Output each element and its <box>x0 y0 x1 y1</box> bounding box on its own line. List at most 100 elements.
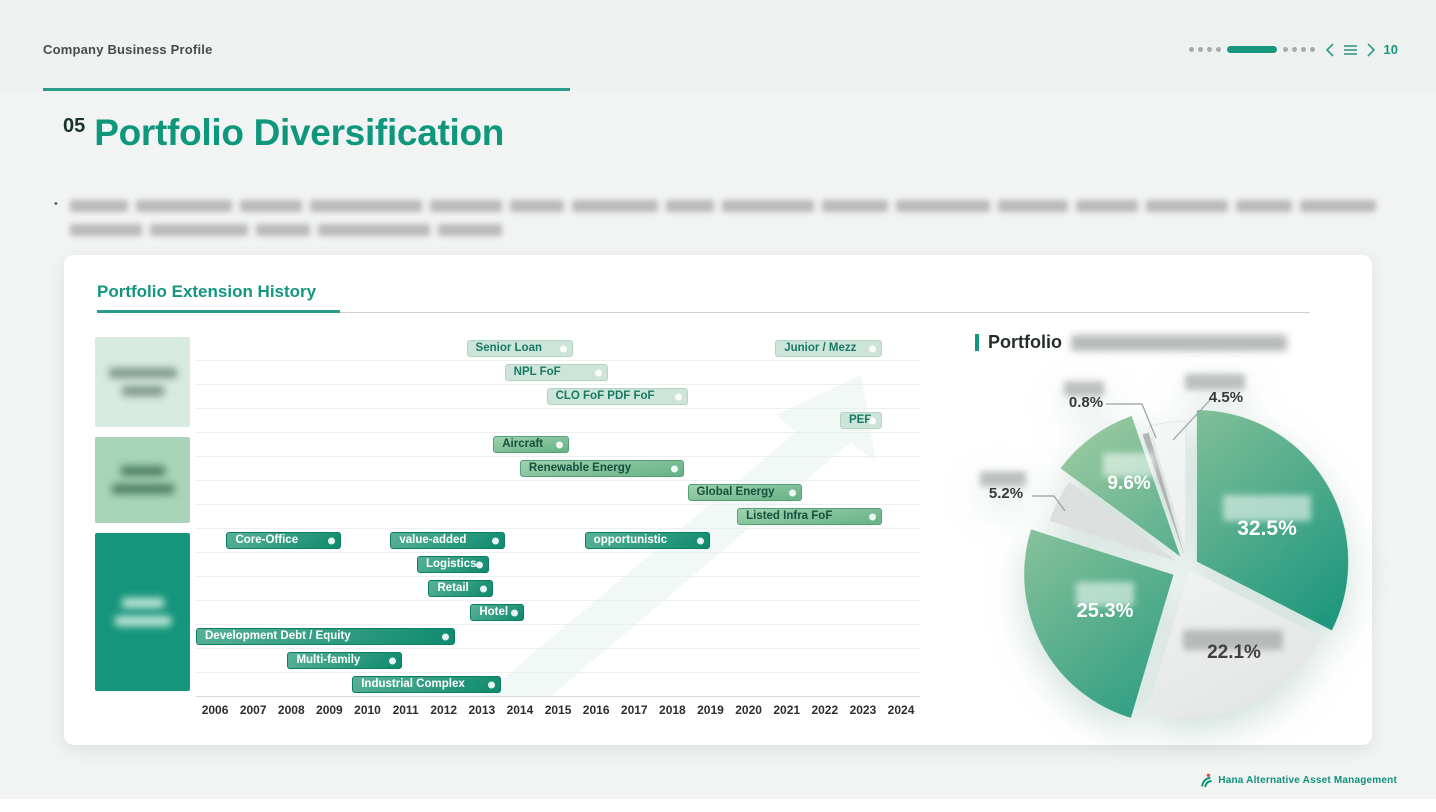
bar-end-dot <box>487 681 495 688</box>
bar-end-dot <box>697 537 705 544</box>
year-tick-label: 2023 <box>849 703 877 717</box>
timeline-bar: Aircraft <box>493 436 570 453</box>
timeline-row <box>196 361 920 385</box>
timeline-bar: Logistics <box>417 556 490 573</box>
pagination-dot <box>1197 47 1203 52</box>
timeline-row <box>196 457 920 481</box>
rule-gray <box>97 312 1310 313</box>
pagination-current-pill <box>1226 46 1277 53</box>
pagination-dot <box>1300 47 1306 52</box>
timeline-row <box>196 577 920 601</box>
pie-slice <box>1059 414 1182 559</box>
pie-label-leader-line <box>1172 398 1212 441</box>
timeline-bar: Core-Office <box>226 532 341 549</box>
year-tick-label: 2017 <box>620 703 648 717</box>
timeline-year-axis: 2006 2007 2008 2009 2010 2011 2012 2013 2014 2015… <box>196 703 920 717</box>
menu-icon[interactable] <box>1343 44 1358 56</box>
pie-slice-percent-label: 32.5% <box>1237 517 1297 540</box>
bar-end-dot <box>442 633 450 640</box>
timeline-bar: Junior / Mezz <box>775 340 882 357</box>
bar-end-dot <box>670 465 678 472</box>
timeline-bar: Global Energy <box>687 484 802 501</box>
year-tick-label: 2024 <box>887 703 915 717</box>
breadcrumb: Company Business Profile <box>43 42 213 57</box>
pie-label-leader-line <box>1032 495 1066 512</box>
pie-slice-percent-label: 0.8% <box>1069 394 1103 411</box>
bar-end-dot <box>480 585 488 592</box>
page-number: 10 <box>1383 42 1398 57</box>
pagination-dot <box>1291 47 1297 52</box>
next-page-icon[interactable] <box>1366 42 1376 57</box>
bar-end-dot <box>510 609 518 616</box>
redacted-slice-name <box>1223 495 1311 521</box>
pagination-dot <box>1282 47 1288 52</box>
bar-end-dot <box>327 537 335 544</box>
timeline-bar: Senior Loan <box>466 340 574 357</box>
year-tick-label: 2006 <box>201 703 229 717</box>
timeline-row <box>196 481 920 505</box>
content-card: Portfolio Extension History Senior Loan J… <box>64 255 1372 745</box>
bar-end-dot <box>491 537 499 544</box>
year-tick-label: 2020 <box>735 703 762 717</box>
pie-slice <box>1148 420 1187 552</box>
timeline-bar: Development Debt / Equity <box>196 628 456 645</box>
year-tick-label: 2022 <box>811 703 839 717</box>
bar-end-dot <box>556 441 564 448</box>
timeline-bar: Hotel <box>470 604 524 621</box>
timeline-row <box>196 553 920 577</box>
pie-slice-percent-label: 4.5% <box>1209 389 1243 406</box>
timeline-bar: opportunistic <box>584 532 711 549</box>
bar-end-dot <box>560 345 568 352</box>
pie-section: Portfolio 32.5% 22.1% 25.3% 5.2% 9.6% 0.8% 4.5… <box>975 332 1405 719</box>
timeline-row <box>196 409 920 433</box>
timeline-row <box>196 529 920 553</box>
bullet-paragraph: • <box>54 197 1384 245</box>
pagination-dot <box>1206 47 1212 52</box>
timeline-bar: Multi-family <box>287 652 402 669</box>
redacted-slice-name <box>1076 582 1134 606</box>
pagination-dot <box>1188 47 1194 52</box>
timeline-category-block-redacted <box>95 437 190 523</box>
timeline-bar: CLO FoF PDF FoF <box>546 388 688 405</box>
timeline-category-block-redacted <box>95 533 190 691</box>
bar-end-dot <box>674 393 682 400</box>
bar-end-dot <box>594 369 602 376</box>
year-tick-label: 2016 <box>582 703 610 717</box>
bar-end-dot <box>788 489 796 496</box>
year-tick-label: 2010 <box>354 703 381 717</box>
timeline-chart: Senior Loan Junior / Mezz NPL FoF CLO FoF P… <box>196 337 920 697</box>
pagination-dot <box>1309 47 1315 52</box>
timeline-row <box>196 601 920 625</box>
redacted-pie-subtitle <box>1071 334 1287 351</box>
year-tick-label: 2018 <box>659 703 686 717</box>
year-tick-label: 2009 <box>316 703 343 717</box>
year-tick-label: 2014 <box>506 703 534 717</box>
timeline-bar: Retail <box>428 580 494 597</box>
pie-header-tick <box>975 334 979 351</box>
pagination: 10 <box>1187 42 1398 57</box>
timeline-category-block-redacted <box>95 337 190 427</box>
redacted-slice-name <box>1183 630 1283 650</box>
timeline-category-blocks <box>95 337 190 697</box>
year-tick-label: 2021 <box>773 703 801 717</box>
timeline-row <box>196 505 920 529</box>
header-underline <box>43 88 570 91</box>
bar-end-dot <box>868 513 876 520</box>
timeline-bar: Renewable Energy <box>519 460 684 477</box>
pie-slice <box>1023 528 1175 719</box>
redacted-slice-name <box>1103 453 1155 477</box>
portfolio-pie-chart: 32.5% 22.1% 25.3% 5.2% 9.6% 0.8% 4.5% <box>980 374 1350 719</box>
year-tick-label: 2011 <box>392 703 419 717</box>
year-tick-label: 2015 <box>544 703 572 717</box>
pie-slice <box>1049 482 1178 562</box>
company-logo: Hana Alternative Asset Management <box>1200 773 1397 788</box>
year-tick-label: 2007 <box>239 703 267 717</box>
prev-page-icon[interactable] <box>1325 42 1335 57</box>
pagination-dots-left <box>1187 47 1223 52</box>
timeline-row <box>196 385 920 409</box>
redacted-slice-name <box>1185 374 1245 390</box>
pie-slice-percent-label: 5.2% <box>989 485 1023 502</box>
pagination-dot <box>1215 47 1221 52</box>
redacted-text-lines <box>70 197 1384 237</box>
